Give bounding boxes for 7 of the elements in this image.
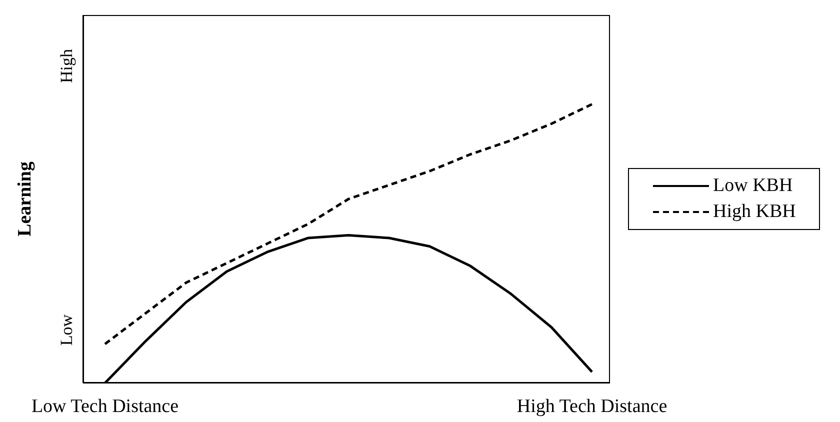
text: Low bbox=[57, 314, 76, 346]
legend-label: High KBH bbox=[713, 201, 796, 223]
y-axis-title: Learning bbox=[14, 161, 36, 236]
x-tick-label: High Tech Distance bbox=[516, 396, 668, 417]
legend-label: Low KBH bbox=[713, 175, 793, 197]
text: High bbox=[57, 48, 76, 83]
x-tick-label: Low Tech Distance bbox=[31, 396, 179, 417]
